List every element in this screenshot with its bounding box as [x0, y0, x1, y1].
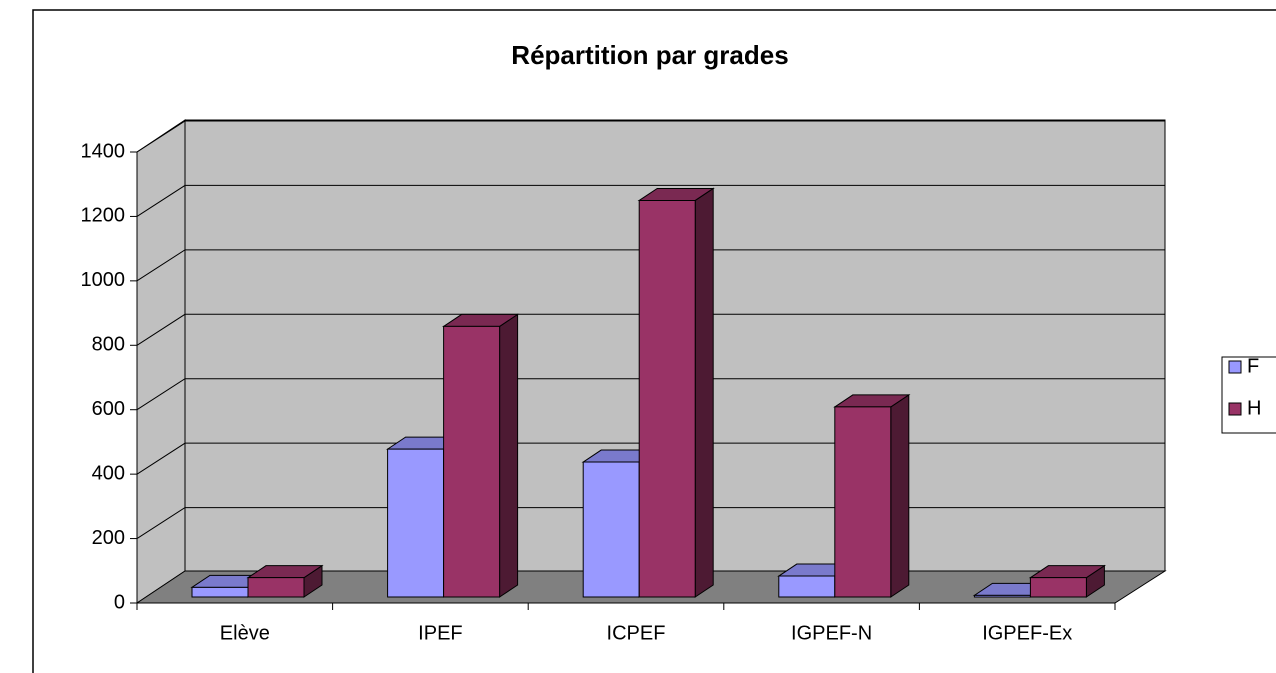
bar: [387, 448, 445, 598]
y-tick-label: 1200: [81, 205, 126, 227]
bar: [973, 594, 1031, 598]
bar: [778, 575, 836, 598]
grid-line: [136, 120, 1165, 153]
legend-swatch: [1228, 402, 1242, 416]
x-tick-label: Elève: [220, 622, 270, 644]
x-tick-label: IGPEF-N: [791, 622, 872, 644]
legend-label: H: [1247, 397, 1261, 419]
bar: [834, 406, 892, 598]
side-wall: [136, 119, 186, 604]
bar: [247, 577, 305, 598]
bar: [638, 199, 696, 598]
grid-line: [136, 249, 1165, 282]
grid-line: [136, 184, 1165, 217]
x-tick-label: IPEF: [418, 622, 462, 644]
bar-side: [694, 187, 714, 598]
x-tick-label: ICPEF: [607, 622, 666, 644]
bar-side: [890, 394, 910, 598]
bar: [191, 586, 249, 598]
bar: [443, 325, 501, 598]
y-tick-label: 600: [92, 398, 125, 420]
chart-title: Répartition par grades: [511, 40, 788, 70]
grid-line: [136, 313, 1165, 346]
bar-side: [499, 313, 519, 598]
y-tick-label: 1000: [81, 269, 126, 291]
bar: [582, 461, 640, 598]
y-tick-label: 200: [92, 527, 125, 549]
y-tick-label: 400: [92, 462, 125, 484]
grid-line: [136, 378, 1165, 411]
bar: [1029, 577, 1087, 598]
x-tick-label: IGPEF-Ex: [982, 622, 1072, 644]
y-tick-label: 0: [114, 591, 125, 613]
y-tick-label: 1400: [81, 140, 126, 162]
legend-swatch: [1228, 360, 1242, 374]
legend-label: F: [1247, 355, 1259, 377]
y-tick-label: 800: [92, 334, 125, 356]
